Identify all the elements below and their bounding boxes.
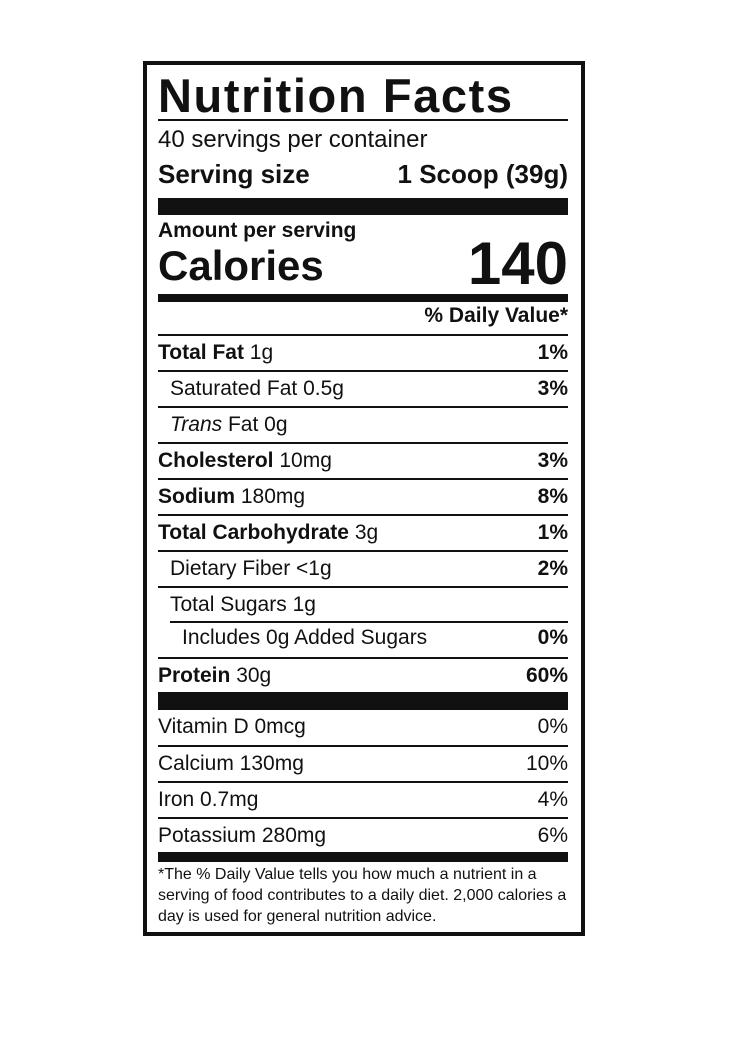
- vitamin-name: Calcium 130mg: [158, 752, 304, 775]
- vitamin-name: Iron 0.7mg: [158, 788, 259, 811]
- title: Nutrition Facts: [158, 69, 514, 122]
- serving-size-label: Serving size: [158, 159, 310, 189]
- vitamin-name: Vitamin D 0mcg: [158, 715, 306, 738]
- vitamin-row: Iron 0.7mg 4%: [158, 781, 568, 817]
- nutrient-amount: Fat 0g: [227, 413, 288, 436]
- amount-per-serving: Amount per serving: [158, 219, 357, 242]
- label-border: [143, 61, 585, 936]
- nutrient-name: Protein: [158, 664, 231, 687]
- nutrient-name: Saturated Fat: [170, 377, 298, 400]
- nutrient-row: Saturated Fat 0.5g 3%: [158, 370, 568, 406]
- calories-value: 140: [467, 230, 568, 297]
- nutrient-row: Total Sugars 1g: [158, 586, 568, 622]
- vitamin-dv: 4%: [537, 788, 568, 811]
- nutrient-amount: 3g: [354, 521, 379, 544]
- serving-size: Serving size 1 Scoop (39g): [158, 159, 568, 190]
- vitamin-dv: 6%: [537, 824, 568, 847]
- nutrient-name: Trans: [170, 413, 223, 436]
- vitamin-name: Potassium 280mg: [158, 824, 327, 847]
- serving-size-value: 1 Scoop (39g): [397, 159, 568, 189]
- nutrient-amount: 30g: [236, 664, 272, 687]
- nutrient-dv: 3%: [537, 377, 568, 400]
- nutrient-row: Includes 0g Added Sugars 0%: [170, 621, 568, 655]
- nutrient-amount: 10mg: [279, 449, 332, 472]
- nutrient-name: Cholesterol: [158, 449, 274, 472]
- thick-rule: [158, 852, 568, 862]
- nutrient-dv: 2%: [537, 557, 568, 580]
- nutrient-amount: 1g: [249, 341, 274, 364]
- nutrient-dv: 1%: [537, 341, 568, 364]
- thick-rule: [158, 198, 568, 215]
- nutrient-name: Dietary Fiber: [170, 557, 291, 580]
- nutrient-amount: <1g: [296, 557, 332, 580]
- thick-rule: [158, 692, 568, 710]
- vitamin-row: Potassium 280mg 6%: [158, 817, 568, 853]
- calories-label: Calories: [158, 242, 324, 289]
- nutrient-dv: 1%: [537, 521, 568, 544]
- nutrient-row: Sodium 180mg 8%: [158, 478, 568, 514]
- nutrient-row: Cholesterol 10mg 3%: [158, 442, 568, 478]
- nutrient-row: Protein 30g 60%: [158, 657, 568, 693]
- vitamin-row: Vitamin D 0mcg 0%: [158, 710, 568, 744]
- nutrient-amount: 0.5g: [303, 377, 344, 400]
- nutrient-dv: 3%: [537, 449, 568, 472]
- nutrient-amount: 180mg: [240, 485, 306, 508]
- nutrient-name: Sodium: [158, 485, 235, 508]
- nutrient-amount: 1g: [292, 593, 316, 616]
- vitamin-row: Calcium 130mg 10%: [158, 745, 568, 781]
- nutrient-row: Dietary Fiber <1g 2%: [158, 550, 568, 586]
- calories: Calories 140: [158, 232, 568, 296]
- nutrient-name: Includes 0g Added Sugars: [182, 626, 428, 649]
- daily-value-header: % Daily Value*: [424, 304, 568, 327]
- rule: [158, 119, 568, 121]
- vitamin-dv: 0%: [537, 715, 568, 738]
- nutrient-name: Total Fat: [158, 341, 244, 364]
- footnote: *The % Daily Value tells you how much a …: [158, 866, 567, 925]
- medium-rule: [158, 294, 568, 302]
- nutrient-name: Total Sugars: [170, 593, 287, 616]
- nutrient-name: Total Carbohydrate: [158, 521, 349, 544]
- nutrient-dv: 0%: [537, 626, 568, 649]
- nutrient-dv: 8%: [537, 485, 568, 508]
- nutrient-dv: 60%: [525, 664, 568, 687]
- servings: 40 servings per container: [158, 126, 428, 153]
- nutrient-row: Total Fat 1g 1%: [158, 334, 568, 370]
- vitamin-dv: 10%: [525, 752, 568, 775]
- nutrient-row: Total Carbohydrate 3g 1%: [158, 514, 568, 550]
- nutrient-row: Trans Fat 0g: [158, 406, 568, 442]
